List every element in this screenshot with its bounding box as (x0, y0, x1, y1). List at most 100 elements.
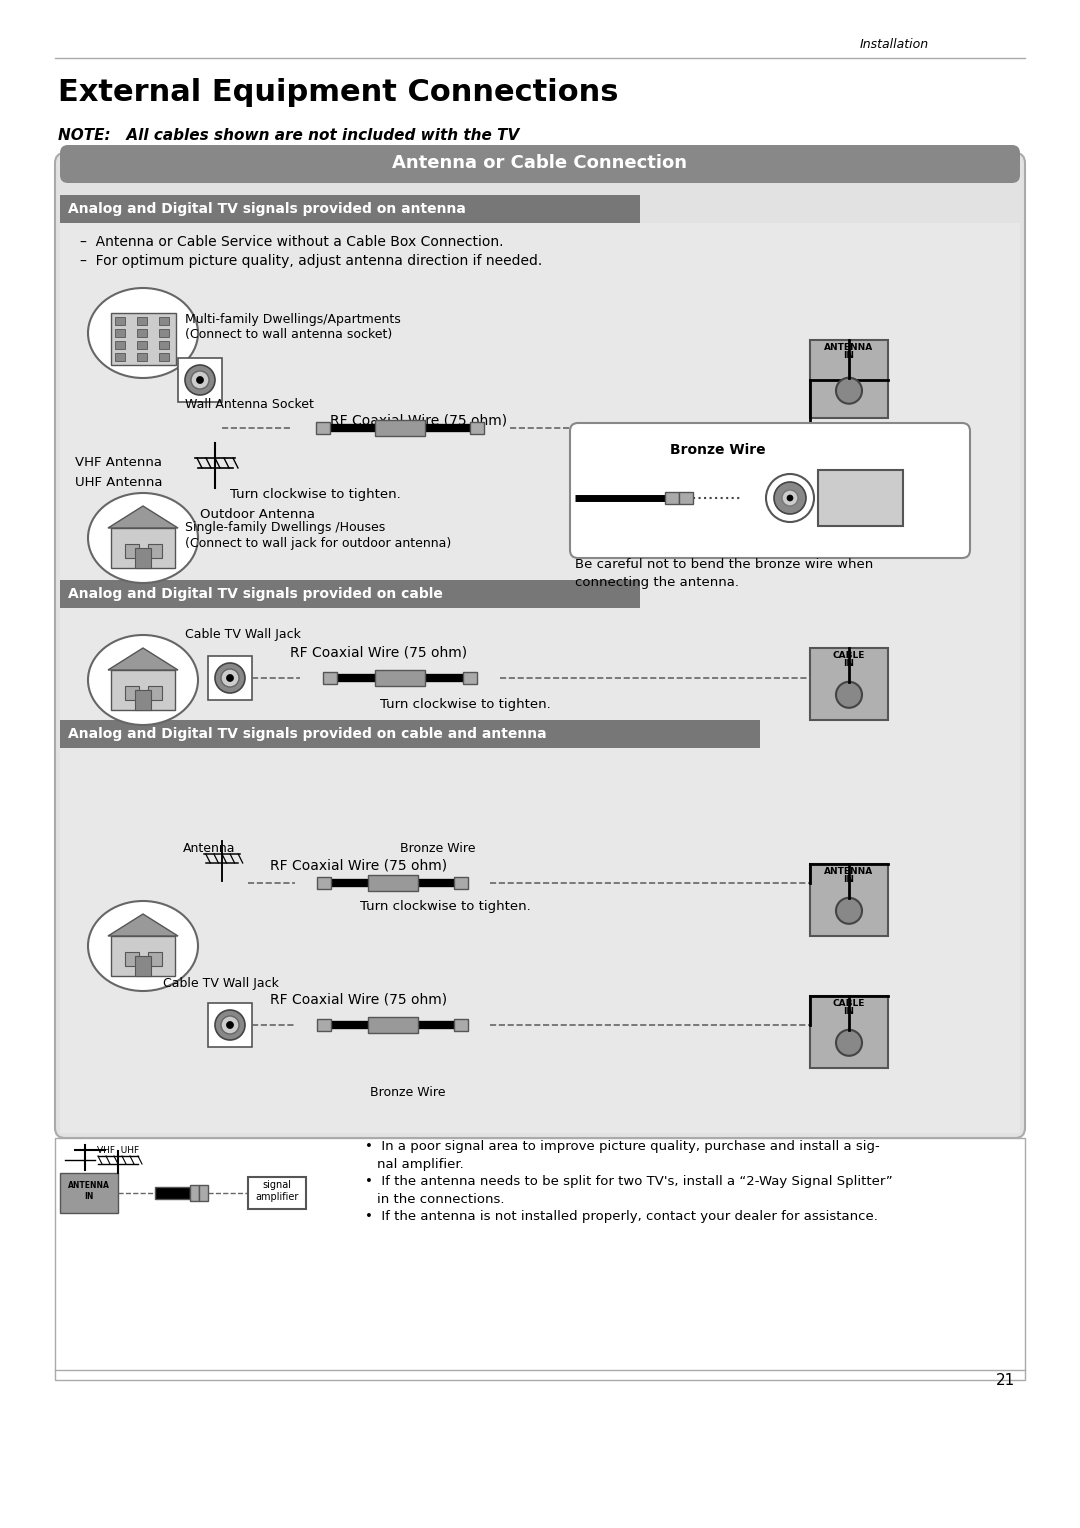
Polygon shape (108, 506, 178, 529)
Bar (810, 863, 888, 937)
Bar (367, 1018, 418, 1033)
Bar (137, 353, 147, 361)
Bar (148, 544, 162, 558)
Text: ANTENNA
IN: ANTENNA IN (68, 1181, 110, 1201)
Ellipse shape (87, 287, 198, 377)
Bar (323, 672, 337, 685)
Bar (137, 341, 147, 348)
Circle shape (215, 1010, 245, 1041)
Bar (810, 996, 888, 1068)
Text: Multi-family Dwellings/Apartments: Multi-family Dwellings/Apartments (185, 313, 401, 325)
Bar (60, 1174, 118, 1213)
Bar (135, 957, 151, 976)
Text: nal amplifier.: nal amplifier. (377, 1158, 463, 1170)
Bar (111, 937, 175, 976)
Text: RF Coaxial Wire (75 ohm): RF Coaxial Wire (75 ohm) (270, 859, 447, 872)
Text: Turn clockwise to tighten.: Turn clockwise to tighten. (380, 698, 551, 711)
Bar (114, 353, 125, 361)
Text: ANTENNA: ANTENNA (824, 866, 874, 876)
Bar (208, 1002, 252, 1047)
Text: (Connect to wall jack for outdoor antenna): (Connect to wall jack for outdoor antenn… (185, 536, 451, 550)
Text: Be careful not to bend the bronze wire when: Be careful not to bend the bronze wire w… (575, 558, 874, 571)
Bar (248, 1177, 306, 1209)
Text: Cable TV Wall Jack: Cable TV Wall Jack (185, 628, 301, 642)
Circle shape (787, 495, 793, 501)
Text: signal
amplifier: signal amplifier (255, 1180, 299, 1203)
Text: ANTENNA: ANTENNA (824, 342, 874, 351)
Text: Antenna or Cable Connection: Antenna or Cable Connection (392, 154, 688, 173)
Text: in the connections.: in the connections. (377, 1193, 504, 1206)
Circle shape (185, 365, 215, 396)
Bar (156, 1187, 190, 1199)
Text: Analog and Digital TV signals provided on antenna: Analog and Digital TV signals provided o… (68, 202, 465, 215)
Text: Installation: Installation (860, 38, 929, 50)
Text: CABLE: CABLE (833, 999, 865, 1008)
Text: –  Antenna or Cable Service without a Cable Box Connection.: – Antenna or Cable Service without a Cab… (80, 235, 503, 249)
Bar (208, 656, 252, 700)
Text: Analog and Digital TV signals provided on cable and antenna: Analog and Digital TV signals provided o… (68, 727, 546, 741)
Bar (375, 669, 426, 686)
Text: Wall Antenna Socket: Wall Antenna Socket (185, 397, 314, 411)
Text: CABLE: CABLE (833, 651, 865, 660)
Bar (818, 471, 903, 526)
Bar (470, 422, 484, 434)
Bar (316, 422, 330, 434)
Bar (111, 669, 175, 711)
Circle shape (774, 481, 806, 513)
Bar (60, 608, 1020, 749)
Circle shape (836, 1030, 862, 1056)
Circle shape (766, 474, 814, 523)
Circle shape (782, 490, 798, 506)
FancyBboxPatch shape (60, 145, 1020, 183)
Bar (60, 223, 1020, 608)
Bar (114, 316, 125, 325)
Text: NOTE:   All cables shown are not included with the TV: NOTE: All cables shown are not included … (58, 128, 519, 144)
Circle shape (836, 681, 862, 707)
Text: UHF Antenna: UHF Antenna (75, 477, 162, 489)
Bar (375, 420, 426, 435)
Text: IN: IN (843, 1007, 854, 1016)
Ellipse shape (87, 636, 198, 724)
Text: Bronze Wire: Bronze Wire (400, 842, 475, 856)
Text: Cable TV Wall Jack: Cable TV Wall Jack (163, 976, 279, 990)
Bar (125, 952, 139, 966)
Circle shape (197, 376, 203, 384)
Ellipse shape (87, 902, 198, 992)
Bar (60, 749, 1020, 1132)
Text: •  If the antenna needs to be split for two TV's, install a “2-Way Signal Splitt: • If the antenna needs to be split for t… (365, 1175, 893, 1187)
Text: Bronze Wire: Bronze Wire (670, 443, 766, 457)
Circle shape (221, 1016, 239, 1034)
Text: VHF Antenna: VHF Antenna (75, 455, 162, 469)
Bar (318, 1019, 332, 1031)
Bar (111, 529, 175, 568)
Bar (114, 329, 125, 338)
Bar (125, 544, 139, 558)
Bar (55, 1138, 1025, 1380)
Bar (159, 316, 168, 325)
Bar (318, 877, 332, 889)
Bar (178, 358, 222, 402)
Bar (148, 686, 162, 700)
Text: Single-family Dwellings /Houses: Single-family Dwellings /Houses (185, 521, 386, 533)
Bar (60, 581, 640, 608)
Bar (665, 492, 679, 504)
Text: –  For optimum picture quality, adjust antenna direction if needed.: – For optimum picture quality, adjust an… (80, 254, 542, 267)
Circle shape (221, 669, 239, 688)
Circle shape (227, 1022, 233, 1028)
Bar (159, 353, 168, 361)
Text: (Connect to wall antenna socket): (Connect to wall antenna socket) (185, 329, 392, 341)
Circle shape (836, 377, 862, 403)
Text: Turn clockwise to tighten.: Turn clockwise to tighten. (360, 900, 530, 914)
Bar (190, 1186, 199, 1201)
Bar (454, 877, 468, 889)
Text: Bronze Wire: Bronze Wire (370, 1086, 446, 1099)
Text: VHF  UHF: VHF UHF (97, 1146, 139, 1155)
Ellipse shape (87, 494, 198, 584)
Text: IN: IN (843, 351, 854, 361)
Circle shape (836, 898, 862, 924)
Text: External Equipment Connections: External Equipment Connections (58, 78, 619, 107)
Bar (135, 691, 151, 711)
Text: •  If the antenna is not installed properly, contact your dealer for assistance.: • If the antenna is not installed proper… (365, 1210, 878, 1222)
Bar (60, 196, 640, 223)
Text: Turn clockwise to tighten.: Turn clockwise to tighten. (230, 487, 401, 501)
